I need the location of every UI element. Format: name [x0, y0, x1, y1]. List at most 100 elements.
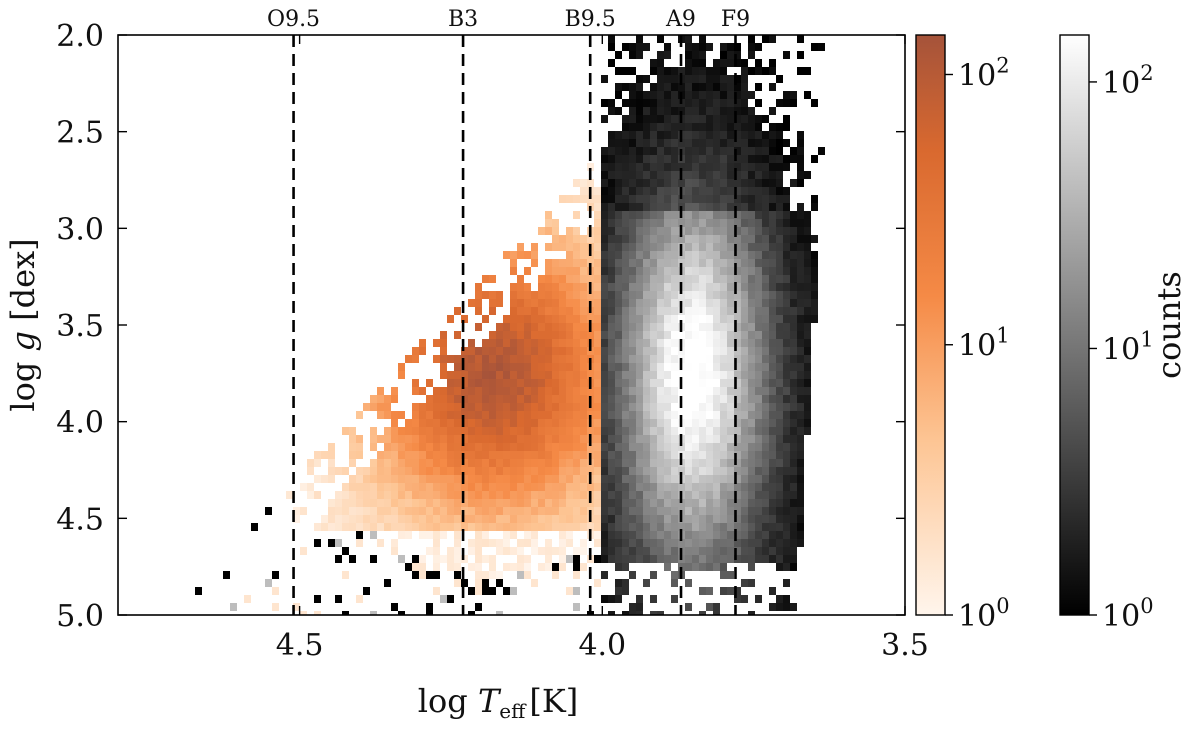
heatmap-cell — [643, 99, 650, 107]
heatmap-cell — [748, 123, 755, 131]
heatmap-cell — [412, 499, 419, 507]
heatmap-cell — [797, 515, 804, 523]
heatmap-cell — [748, 307, 755, 315]
heatmap-cell — [664, 195, 671, 203]
heatmap-cell — [545, 443, 552, 451]
y-tick-label: 2.0 — [56, 19, 104, 54]
spectral-type-lines: O9.5 B3 B9.5 A9 F9 — [267, 7, 750, 615]
heatmap-cell — [650, 195, 657, 203]
heatmap-cell — [377, 515, 384, 523]
heatmap-cell — [559, 299, 566, 307]
heatmap-cell — [713, 339, 720, 347]
heatmap-cell — [531, 467, 538, 475]
heatmap-cell — [559, 563, 566, 571]
heatmap-cell — [706, 291, 713, 299]
heatmap-cell — [643, 283, 650, 291]
heatmap-cell — [755, 379, 762, 387]
heatmap-cell — [776, 75, 783, 83]
heatmap-cell — [531, 363, 538, 371]
heatmap-cell — [454, 467, 461, 475]
heatmap-cell — [692, 443, 699, 451]
heatmap-cell — [664, 283, 671, 291]
heatmap-cell — [531, 251, 538, 259]
heatmap-cell — [559, 267, 566, 275]
heatmap-cell — [720, 267, 727, 275]
heatmap-cell — [776, 155, 783, 163]
heatmap-cell — [769, 259, 776, 267]
heatmap-cell — [489, 571, 496, 579]
heatmap-cell — [391, 523, 398, 531]
heatmap-cell — [356, 475, 363, 483]
heatmap-cell — [650, 83, 657, 91]
heatmap-cell — [713, 555, 720, 563]
heatmap-cell — [748, 235, 755, 243]
heatmap-cell — [699, 539, 706, 547]
heatmap-cell — [699, 203, 706, 211]
heatmap-cell — [671, 235, 678, 243]
heatmap-cell — [622, 179, 629, 187]
heatmap-cell — [804, 371, 811, 379]
heatmap-cell — [454, 555, 461, 563]
heatmap-cell — [797, 235, 804, 243]
heatmap-cell — [643, 75, 650, 83]
heatmap-cell — [776, 451, 783, 459]
heatmap-cell — [566, 499, 573, 507]
heatmap-cell — [706, 419, 713, 427]
heatmap-cell — [664, 83, 671, 91]
heatmap-cell — [594, 379, 601, 387]
heatmap-cell — [622, 339, 629, 347]
heatmap-cell — [762, 371, 769, 379]
heatmap-cell — [755, 347, 762, 355]
heatmap-cell — [454, 419, 461, 427]
heatmap-cell — [629, 99, 636, 107]
heatmap-cell — [601, 451, 608, 459]
heatmap-cell — [615, 139, 622, 147]
heatmap-cell — [447, 379, 454, 387]
heatmap-cell — [671, 299, 678, 307]
heatmap-cell — [629, 491, 636, 499]
heatmap-cell — [342, 571, 349, 579]
heatmap-cell — [594, 203, 601, 211]
heatmap-cell — [783, 291, 790, 299]
heatmap-cell — [510, 515, 517, 523]
heatmap-cell — [720, 451, 727, 459]
heatmap-cell — [622, 203, 629, 211]
heatmap-cell — [517, 555, 524, 563]
colorbar-tick-label: 102 — [1102, 61, 1154, 101]
heatmap-cell — [538, 275, 545, 283]
heatmap-cell — [545, 387, 552, 395]
heatmap-cell — [797, 243, 804, 251]
heatmap-cell — [629, 43, 636, 51]
heatmap-cell — [510, 379, 517, 387]
heatmap-cell — [664, 467, 671, 475]
heatmap-cell — [650, 395, 657, 403]
heatmap-cell — [720, 219, 727, 227]
heatmap-cell — [741, 315, 748, 323]
heatmap-cell — [636, 115, 643, 123]
heatmap-cell — [594, 299, 601, 307]
heatmap-cell — [727, 235, 734, 243]
heatmap-cell — [419, 555, 426, 563]
heatmap-cell — [608, 403, 615, 411]
heatmap-cell — [706, 283, 713, 291]
heatmap-cell — [713, 131, 720, 139]
heatmap-cell — [692, 51, 699, 59]
heatmap-cell — [657, 307, 664, 315]
heatmap-cell — [510, 443, 517, 451]
heatmap-cell — [594, 443, 601, 451]
heatmap-cell — [671, 411, 678, 419]
heatmap-cell — [741, 283, 748, 291]
heatmap-cell — [629, 355, 636, 363]
heatmap-cell — [482, 315, 489, 323]
heatmap-cell — [769, 123, 776, 131]
heatmap-cell — [748, 347, 755, 355]
heatmap-cell — [720, 155, 727, 163]
heatmap-cell — [776, 267, 783, 275]
heatmap-cell — [629, 555, 636, 563]
heatmap-cell — [629, 267, 636, 275]
heatmap-cell — [741, 411, 748, 419]
heatmap-cell — [622, 507, 629, 515]
heatmap-cell — [797, 211, 804, 219]
heatmap-cell — [804, 387, 811, 395]
heatmap-cell — [755, 403, 762, 411]
